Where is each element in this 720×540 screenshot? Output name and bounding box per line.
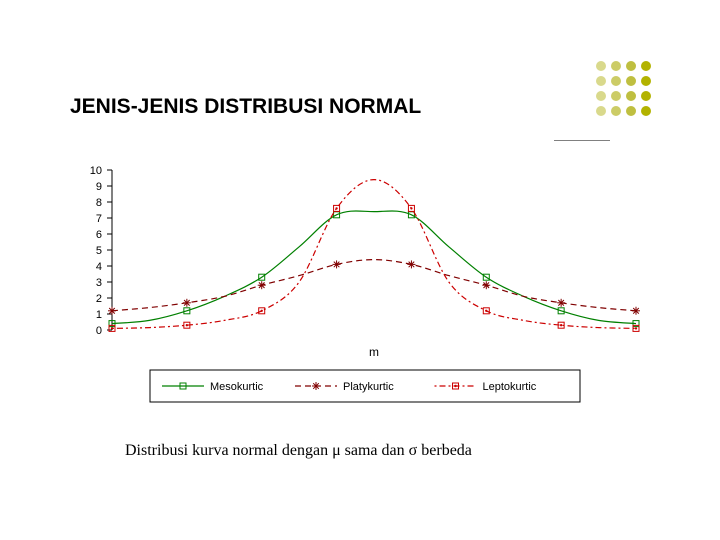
svg-text:4: 4	[96, 261, 102, 273]
slide-title: JENIS-JENIS DISTRIBUSI NORMAL	[70, 95, 421, 119]
svg-text:0: 0	[96, 325, 102, 337]
svg-text:Mesokurtic: Mesokurtic	[210, 381, 264, 393]
svg-text:2: 2	[96, 293, 102, 305]
decor-dot-grid	[595, 60, 665, 130]
svg-text:m: m	[369, 345, 379, 359]
chart-caption: Distribusi kurva normal dengan μ sama da…	[125, 442, 472, 460]
svg-text:3: 3	[96, 277, 102, 289]
svg-text:7: 7	[96, 213, 102, 225]
title-underline	[554, 140, 610, 141]
caption-text: sama dan	[341, 442, 409, 459]
svg-text:Leptokurtic: Leptokurtic	[483, 381, 537, 393]
svg-text:1: 1	[96, 309, 102, 321]
svg-text:Platykurtic: Platykurtic	[343, 381, 394, 393]
sigma-symbol: σ	[409, 442, 418, 459]
svg-text:10: 10	[90, 165, 102, 177]
svg-text:6: 6	[96, 229, 102, 241]
caption-text: Distribusi kurva normal dengan	[125, 442, 332, 459]
mu-symbol: μ	[332, 442, 341, 459]
caption-text: berbeda	[417, 442, 472, 459]
svg-text:8: 8	[96, 197, 102, 209]
svg-text:5: 5	[96, 245, 102, 257]
svg-text:9: 9	[96, 181, 102, 193]
distribution-chart: 0 1 2 3 4 5 6 7 8 9 10 m Mesokurtic Platykurtic Leptok…	[70, 160, 646, 420]
